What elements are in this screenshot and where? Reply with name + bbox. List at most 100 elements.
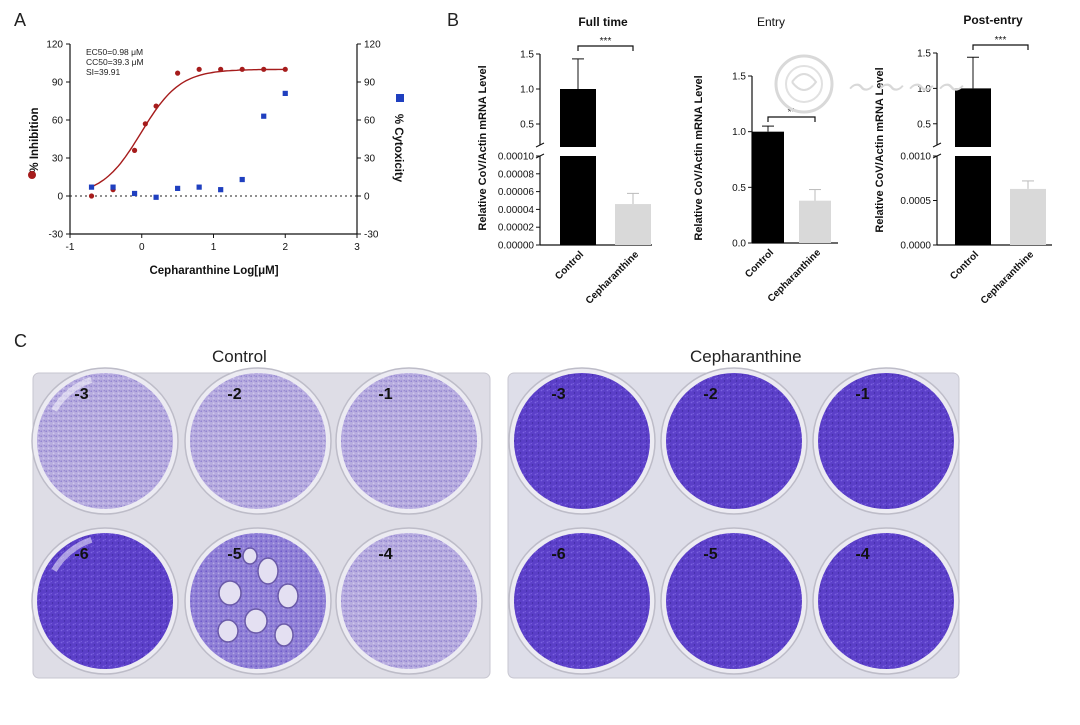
stat-ec50: EC50=0.98 μM bbox=[86, 47, 143, 57]
stat-cc50: CC50=39.3 μM bbox=[86, 57, 144, 67]
x-tick-label: 3 bbox=[354, 242, 360, 253]
well-dilution-label: -1 bbox=[855, 386, 869, 403]
well-cepharanthine-6 bbox=[514, 533, 650, 669]
y-tick-label-full-time: 0.00002 bbox=[498, 223, 535, 234]
y-tick-label-right: -30 bbox=[364, 230, 379, 241]
well-cepharanthine-3 bbox=[514, 373, 650, 509]
inhibition-point bbox=[142, 121, 148, 127]
cytotoxicity-point bbox=[261, 113, 267, 119]
inhibition-point bbox=[175, 70, 181, 76]
dose-response-chart: -30 0 30 60 90 120 -30 0 30 60 90 120 -1 0 1 2 3 EC50=0.… bbox=[28, 40, 404, 277]
y-tick-label-full-time: 0.00000 bbox=[498, 241, 535, 252]
bar-chart-ylabel-full-time: Relative CoV/Actin mRNA Level bbox=[477, 65, 489, 230]
watermark-seal bbox=[774, 54, 834, 114]
well-cepharanthine-2 bbox=[666, 373, 802, 509]
bar-chart-ylabel-post-entry: Relative CoV/Actin mRNA Level bbox=[874, 67, 886, 232]
x-tick-label: 2 bbox=[282, 242, 288, 253]
inhibition-point bbox=[282, 66, 288, 72]
y-tick-label-post-entry: 0.0005 bbox=[900, 196, 931, 207]
cytotoxicity-point bbox=[131, 190, 138, 197]
cytotoxicity-point bbox=[88, 184, 95, 190]
well-dilution-label: -2 bbox=[703, 386, 717, 403]
y-tick-label-left: 120 bbox=[46, 40, 63, 51]
y-tick-label-right: 60 bbox=[364, 116, 376, 127]
y-tick-label-right: 30 bbox=[364, 154, 376, 165]
bar-control-full-time bbox=[560, 156, 596, 245]
y-tick-label-entry: 1.0 bbox=[732, 127, 746, 138]
bar-cepharanthine-entry bbox=[799, 200, 831, 243]
plaque bbox=[274, 623, 294, 647]
cytotoxicity-point bbox=[218, 187, 224, 193]
category-label-entry: Control bbox=[743, 247, 776, 280]
y-tick-label-full-time: 0.00010 bbox=[498, 152, 535, 163]
y-tick-label-post-entry: 0.0010 bbox=[900, 152, 931, 163]
plaque bbox=[244, 608, 268, 634]
y-tick-label-entry: 1.5 bbox=[732, 72, 746, 83]
y-tick-label-right: 90 bbox=[364, 78, 376, 89]
y-tick-label-full-time: 0.5 bbox=[520, 120, 534, 131]
well-control-1 bbox=[341, 373, 477, 509]
x-tick-label: -1 bbox=[66, 242, 75, 253]
category-label-full-time: Control bbox=[553, 249, 586, 282]
y-axis-label-left: % Inhibition bbox=[29, 107, 41, 172]
legend-cytotoxicity-marker bbox=[396, 94, 404, 102]
significance-bracket-post-entry bbox=[972, 44, 1029, 50]
well-cepharanthine-4 bbox=[818, 533, 954, 669]
cytotoxicity-point bbox=[282, 90, 288, 96]
well-dilution-label: -1 bbox=[378, 386, 392, 403]
mrna-bar-charts: Full time Entry Post-entry Relative CoV/… bbox=[477, 13, 1052, 307]
stat-si: SI=39.91 bbox=[86, 67, 121, 77]
plaque-assay-plates: -3 -2 -1 -6 -5 -4 -3 -2 -1 -6 -5 -4 bbox=[31, 367, 960, 679]
well-dilution-label: -6 bbox=[74, 546, 88, 563]
well-control-4 bbox=[341, 533, 477, 669]
bar-chart-title-post-entry: Post-entry bbox=[963, 13, 1023, 27]
well-control-6 bbox=[37, 533, 173, 669]
plaque bbox=[218, 580, 242, 606]
plaque bbox=[257, 557, 279, 585]
inhibition-point bbox=[153, 103, 159, 109]
inhibition-point bbox=[218, 66, 224, 72]
significance-stars-full-time: *** bbox=[600, 36, 612, 47]
y-tick-label-entry: 0.0 bbox=[732, 239, 746, 250]
y-tick-label-right: 0 bbox=[364, 192, 370, 203]
category-label-post-entry: Cepharanthine bbox=[979, 249, 1037, 307]
panel-letter-b: B bbox=[447, 10, 460, 30]
category-label-full-time: Cepharanthine bbox=[584, 249, 642, 307]
well-glare bbox=[51, 536, 93, 572]
well-cepharanthine-1 bbox=[818, 373, 954, 509]
y-tick-label-left: 30 bbox=[52, 154, 64, 165]
y-tick-label-full-time: 1.0 bbox=[520, 85, 534, 96]
bar-chart-title-full-time: Full time bbox=[578, 15, 628, 29]
axis-break-mark bbox=[932, 142, 942, 148]
fit-curve-inhibition bbox=[91, 68, 286, 188]
cytotoxicity-point bbox=[175, 185, 181, 191]
y-tick-label-left: 60 bbox=[52, 116, 64, 127]
well-glare bbox=[51, 376, 93, 412]
well-cepharanthine-5 bbox=[666, 533, 802, 669]
y-tick-label-left: 90 bbox=[52, 78, 64, 89]
inhibition-point bbox=[131, 147, 138, 153]
well-dilution-label: -3 bbox=[74, 386, 88, 403]
watermark-text: 〜〜〜〜 bbox=[846, 74, 967, 104]
well-dilution-label: -5 bbox=[703, 546, 717, 563]
inhibition-point bbox=[239, 66, 245, 72]
significance-bracket-full-time bbox=[577, 45, 634, 51]
well-dilution-label: -3 bbox=[551, 386, 565, 403]
y-tick-label-entry: 0.5 bbox=[732, 183, 746, 194]
y-tick-label-right: 120 bbox=[364, 40, 381, 51]
bar-control-post-entry bbox=[955, 156, 991, 245]
y-tick-label-full-time: 1.5 bbox=[520, 50, 534, 61]
y-tick-label-post-entry: 0.5 bbox=[917, 119, 931, 130]
y-tick-label-full-time: 0.00006 bbox=[498, 187, 535, 198]
bar-control-full-time bbox=[560, 89, 596, 147]
inhibition-point bbox=[196, 66, 202, 72]
panel-letter-a: A bbox=[14, 10, 27, 30]
x-tick-label: 0 bbox=[139, 242, 145, 253]
cytotoxicity-point bbox=[110, 184, 116, 190]
plate-title-control: Control bbox=[212, 347, 267, 366]
plate-title-cepharanthine: Cepharanthine bbox=[690, 347, 802, 366]
x-axis-label: Cepharanthine Log[μM] bbox=[149, 265, 278, 277]
plaque bbox=[242, 547, 258, 565]
bar-cepharanthine-full-time bbox=[615, 204, 651, 245]
x-tick-label: 1 bbox=[211, 242, 217, 253]
